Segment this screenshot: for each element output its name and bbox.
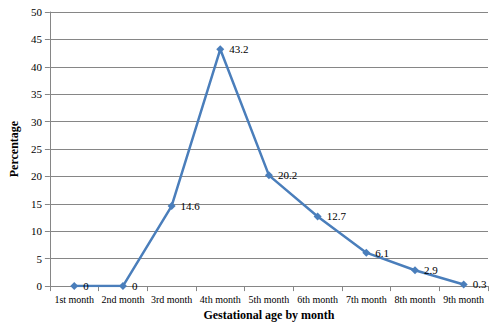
svg-text:45: 45 bbox=[31, 33, 43, 45]
svg-text:14.6: 14.6 bbox=[181, 200, 201, 212]
svg-text:3rd month: 3rd month bbox=[151, 294, 192, 305]
svg-text:9th month: 9th month bbox=[443, 294, 484, 305]
svg-text:35: 35 bbox=[31, 88, 43, 100]
svg-text:6.1: 6.1 bbox=[375, 247, 389, 259]
svg-text:8th month: 8th month bbox=[395, 294, 436, 305]
svg-text:20: 20 bbox=[31, 170, 43, 182]
svg-text:Percentage: Percentage bbox=[7, 120, 21, 177]
svg-text:2nd month: 2nd month bbox=[101, 294, 144, 305]
svg-text:Gestational age by month: Gestational age by month bbox=[203, 308, 334, 322]
svg-text:30: 30 bbox=[31, 116, 43, 128]
svg-text:0.3: 0.3 bbox=[473, 278, 487, 290]
svg-text:43.2: 43.2 bbox=[229, 43, 248, 55]
svg-text:6th month: 6th month bbox=[297, 294, 338, 305]
svg-text:5th month: 5th month bbox=[249, 294, 290, 305]
svg-text:0: 0 bbox=[36, 280, 42, 292]
svg-text:0: 0 bbox=[132, 280, 138, 292]
svg-text:2.9: 2.9 bbox=[424, 264, 438, 276]
svg-text:1st month: 1st month bbox=[54, 294, 94, 305]
svg-text:40: 40 bbox=[31, 61, 43, 73]
svg-text:50: 50 bbox=[31, 6, 43, 18]
svg-text:4th month: 4th month bbox=[200, 294, 241, 305]
svg-text:7th month: 7th month bbox=[346, 294, 387, 305]
svg-text:20.2: 20.2 bbox=[278, 169, 297, 181]
svg-text:15: 15 bbox=[31, 198, 43, 210]
svg-text:5: 5 bbox=[36, 253, 42, 265]
svg-text:0: 0 bbox=[83, 280, 89, 292]
svg-text:25: 25 bbox=[31, 143, 43, 155]
svg-text:12.7: 12.7 bbox=[327, 210, 347, 222]
svg-text:10: 10 bbox=[31, 225, 43, 237]
